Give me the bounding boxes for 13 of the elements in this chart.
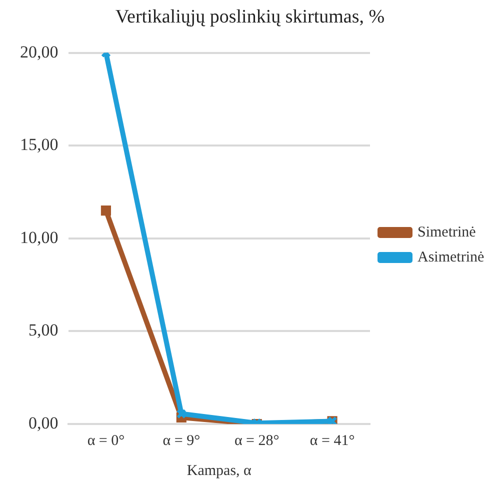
legend-label: Simetrinė <box>418 224 476 240</box>
y-tick-label: 5,00 <box>28 320 58 340</box>
y-tick-label: 20,00 <box>20 42 58 62</box>
x-axis-title: Kampas, α <box>186 462 252 479</box>
y-tick-label: 0,00 <box>28 413 58 432</box>
x-tick-label: α = 9° <box>162 432 200 449</box>
y-tick-label: 15,00 <box>20 135 58 154</box>
legend-label: Asimetrinė <box>418 249 484 266</box>
x-tick-label: α = 28° <box>234 432 280 449</box>
y-tick-label: 10,00 <box>20 228 58 247</box>
chart-title: Vertikaliųjų poslinkių skirtumas, % <box>115 6 385 28</box>
x-tick-label: α = 41° <box>310 432 355 449</box>
x-tick-label: α = 0° <box>87 432 125 449</box>
